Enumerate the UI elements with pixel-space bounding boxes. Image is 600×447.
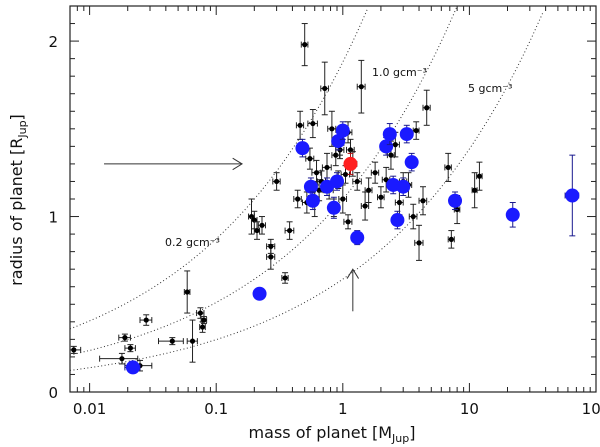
data-point-blue (125, 360, 140, 375)
x-tick-label: 1 (338, 400, 348, 418)
x-axis-ticks: 0.01 0.1 1 10 100 (69, 6, 600, 418)
data-point-known (119, 356, 125, 362)
data-point-known (392, 142, 398, 148)
data-point-known (342, 171, 349, 178)
data-point-known (197, 310, 203, 316)
x-tick-label: 0.01 (73, 400, 106, 418)
y-axis-ticks: 0 1 2 (48, 5, 596, 402)
data-point-known (259, 222, 265, 228)
data-point-blue (505, 207, 520, 222)
data-point-known (324, 164, 330, 171)
data-point-blue (252, 286, 267, 301)
data-point-known (169, 338, 175, 344)
data-point-blue (379, 139, 394, 154)
data-point-known (424, 105, 430, 111)
y-tick-label: 1 (48, 209, 58, 227)
data-point-blue (399, 127, 414, 142)
data-point-blue (390, 213, 405, 228)
data-point-blue (303, 179, 318, 194)
density-curves (69, 7, 544, 371)
data-point-known (322, 85, 328, 92)
data-point-known (307, 156, 313, 162)
data-point-known (143, 317, 149, 323)
x-tick-label: 100 (582, 400, 600, 418)
data-point-blue (331, 134, 346, 149)
data-point-known (268, 243, 274, 249)
data-point-red (343, 156, 358, 171)
data-point-blue (330, 174, 345, 189)
data-point-known (184, 289, 190, 295)
data-point-known (122, 335, 128, 341)
data-point-blue (335, 123, 350, 138)
data-point-known (378, 194, 384, 200)
data-point-known (201, 317, 207, 323)
data-point-known (472, 187, 478, 193)
data-point-known (354, 178, 360, 185)
data-point-known (295, 196, 301, 202)
data-point-blue (448, 193, 463, 208)
data-point-known (189, 338, 196, 344)
data-point-known (297, 122, 303, 128)
curve-label-1: 1.0 gcm⁻³ (372, 66, 427, 79)
data-point-known (445, 164, 451, 171)
data-point-known (282, 275, 288, 281)
x-axis-title-main: mass of planet [M (249, 423, 392, 442)
y-axis-title-main: radius of planet [R (7, 138, 26, 286)
data-point-known (420, 198, 426, 204)
data-point-blue (350, 230, 365, 245)
curve-label-2: 5 gcm⁻³ (468, 82, 512, 95)
data-point-known (410, 213, 416, 220)
data-point-blue (382, 127, 397, 142)
annotation-arrowhead-0 (232, 157, 244, 171)
data-point-known (310, 120, 316, 127)
data-point-blue (396, 179, 411, 194)
x-tick-label: 10 (460, 400, 479, 418)
data-point-known (71, 347, 77, 353)
data-point-blue (326, 200, 341, 215)
data-point-known (268, 254, 274, 260)
annotation-arrowhead-1 (346, 268, 360, 279)
data-point-known (127, 345, 134, 351)
data-point-known (287, 227, 293, 234)
data-point-known (413, 127, 419, 134)
data-point-known (362, 203, 368, 209)
data-point-blue (565, 188, 580, 203)
data-point-known (329, 126, 335, 132)
data-point-known (396, 199, 403, 206)
data-point-known (254, 227, 260, 234)
data-point-known (248, 213, 255, 220)
x-axis-title: mass of planet [MJup] (249, 423, 416, 445)
x-tick-label: 0.1 (204, 400, 228, 418)
x-axis-title-end: ] (409, 423, 415, 442)
y-tick-label: 0 (48, 384, 58, 402)
data-point-known (366, 187, 372, 193)
x-axis-title-sub: Jup (391, 432, 409, 445)
data-point-known (333, 152, 339, 158)
data-point-known (372, 170, 378, 176)
y-axis-title-sub: Jup (16, 120, 29, 138)
data-point-known (313, 170, 320, 176)
series-red-highlight (343, 152, 358, 175)
data-point-known (448, 236, 454, 242)
data-point-blue (404, 155, 419, 170)
data-point-known (274, 178, 280, 185)
data-point-blue (295, 141, 310, 156)
data-point-known (476, 173, 483, 179)
density-curve-1 (69, 7, 458, 356)
data-point-known (345, 219, 351, 225)
curve-label-0: 0.2 gcm⁻³ (165, 236, 220, 249)
series-blue-highlight (124, 121, 580, 375)
data-point-known (340, 196, 346, 202)
data-point-known (416, 240, 422, 246)
data-point-blue (305, 193, 320, 208)
data-point-known (358, 84, 364, 90)
data-point-known (388, 152, 394, 158)
annotation-arrows (104, 157, 360, 312)
y-axis-title: radius of planet [RJup] (7, 114, 29, 286)
data-point-known (302, 42, 308, 48)
y-axis-title-end: ] (7, 114, 26, 120)
data-point-known (199, 324, 206, 330)
y-tick-label: 2 (48, 33, 58, 51)
